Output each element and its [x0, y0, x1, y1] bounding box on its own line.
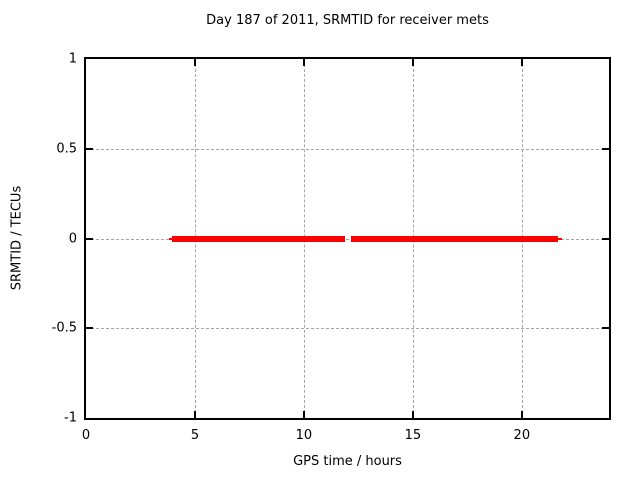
x-tick-label: 0: [81, 428, 91, 443]
y-tick-label: -1: [64, 410, 77, 426]
data-line-cap: [557, 237, 563, 240]
y-gridline: [86, 328, 609, 330]
x-tickmark-bottom: [520, 411, 523, 418]
y-tickmark-right: [602, 327, 609, 330]
x-tickmark-bottom: [411, 411, 414, 418]
x-axis-label: GPS time / hours: [293, 454, 402, 469]
data-line-segment: [172, 235, 346, 242]
x-tickmark-top: [193, 59, 196, 66]
x-tick-label: 5: [190, 428, 200, 443]
y-tickmark-right: [602, 237, 609, 240]
y-tick-label: 0: [68, 231, 77, 246]
y-tickmark-right: [602, 147, 609, 150]
y-gridline: [86, 238, 609, 240]
data-line-segment: [350, 235, 558, 242]
y-gridline: [86, 148, 609, 150]
x-tickmark-top: [302, 59, 305, 66]
y-tickmark-left: [86, 327, 93, 330]
y-tickmark-left: [86, 147, 93, 150]
x-tick-label: 10: [295, 428, 313, 443]
x-tick-label: 15: [404, 428, 422, 443]
data-line-cap: [168, 237, 173, 240]
x-tickmark-bottom: [193, 411, 196, 418]
x-tick-label: 20: [513, 428, 531, 443]
y-tick-label: -0.5: [51, 320, 77, 336]
x-tickmark-bottom: [302, 411, 305, 418]
x-tickmark-top: [520, 59, 523, 66]
chart-title: Day 187 of 2011, SRMTID for receiver met…: [206, 13, 489, 28]
plot-area: 0 5 10 15 20 1 0.5 0 -0.5 -1: [52, 52, 611, 443]
y-tick-label: 0.5: [56, 141, 77, 157]
y-axis-label: SRMTID / TECUs: [9, 185, 25, 291]
y-tickmark-left: [86, 237, 93, 240]
y-tick-label: 1: [68, 51, 77, 67]
x-tickmark-top: [411, 59, 414, 66]
